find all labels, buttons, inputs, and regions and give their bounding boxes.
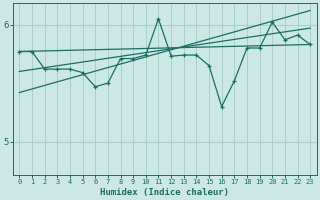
X-axis label: Humidex (Indice chaleur): Humidex (Indice chaleur) xyxy=(100,188,229,197)
